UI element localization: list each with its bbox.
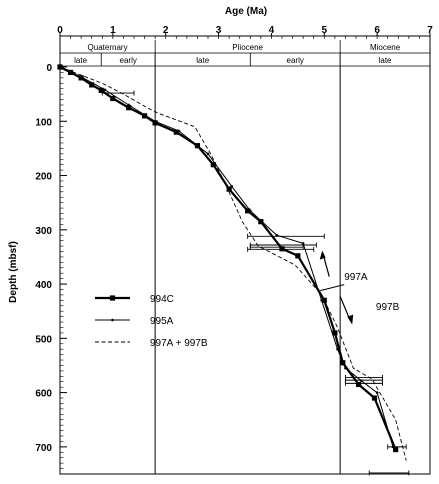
x-tick-label: 0: [57, 25, 63, 36]
y-tick-label: 0: [46, 63, 52, 74]
data-point-994c: [332, 330, 338, 336]
legend-label: 995A: [150, 316, 174, 327]
data-point-995a: [248, 209, 252, 213]
data-point-995a: [336, 347, 339, 351]
y-tick-label: 600: [35, 389, 52, 400]
x-tick-label: 5: [322, 25, 328, 36]
series-lines: [57, 64, 407, 461]
epoch-label: Pliocene: [232, 43, 263, 52]
data-point-995a: [391, 445, 395, 449]
data-point-995a: [79, 75, 83, 79]
annotation-label: 997A: [344, 272, 368, 283]
series-line-994c: [59, 66, 397, 451]
data-point-994c: [89, 82, 95, 88]
legend-label: 997A + 997B: [150, 338, 208, 349]
data-point-994c: [279, 246, 285, 252]
arrow-head-997a: [319, 250, 326, 260]
data-point-994c: [110, 95, 116, 102]
y-tick-label: 200: [35, 172, 52, 183]
x-tick-label: 7: [427, 25, 433, 36]
y-tick-label: 500: [35, 334, 52, 345]
legend-marker: [109, 295, 116, 301]
data-point-995a: [206, 152, 210, 156]
epoch-label: Miocene: [370, 43, 401, 52]
series-line-995a: [59, 66, 394, 448]
data-point-994c: [245, 208, 251, 214]
y-tick-label: 700: [35, 443, 52, 454]
x-axis-title: Age (Ma): [225, 6, 267, 17]
y-tick-label: 100: [35, 117, 52, 128]
stage-label: early: [120, 56, 137, 65]
data-point-995a: [375, 391, 379, 394]
x-tick-label: 4: [269, 25, 275, 36]
annotations: 997A 997B: [319, 250, 400, 325]
data-point-994c: [295, 253, 301, 259]
data-point-994c: [371, 395, 378, 401]
data-point-995a: [301, 242, 305, 245]
legend-marker: [111, 318, 114, 322]
data-point-995a: [359, 379, 363, 382]
y-tick-label: 300: [35, 226, 52, 237]
data-point-994c: [126, 105, 132, 111]
arrow-head-997b: [347, 314, 354, 325]
y-tick-label: 400: [35, 280, 52, 291]
plot-border: [59, 35, 431, 475]
data-point-994c: [393, 446, 399, 453]
data-point-994c: [258, 219, 264, 225]
age-error-bars: [101, 90, 410, 476]
x-tick-label: 2: [163, 25, 169, 36]
data-point-995a: [153, 119, 157, 123]
stage-label: late: [74, 56, 87, 65]
x-tick-label: 1: [110, 25, 116, 36]
data-point-995a: [177, 129, 181, 133]
stage-label: late: [196, 56, 209, 65]
data-point-995a: [230, 185, 234, 188]
data-point-994c: [173, 129, 179, 135]
data-point-995a: [275, 233, 279, 237]
x-tick-label: 6: [374, 25, 380, 36]
data-point-994c: [210, 162, 216, 168]
series-line-997a-997b: [59, 66, 407, 461]
core-break-marker: [320, 284, 345, 292]
data-point-995a: [103, 88, 107, 92]
axis-ticks: 0 1 2 3 4 5 6 7 0 100 200 300 400 500 600 700: [35, 25, 433, 475]
data-point-994c: [356, 381, 362, 388]
y-axis-title: Depth (mbsf): [8, 241, 19, 303]
annotation-label: 997B: [376, 302, 400, 313]
data-point-995a: [320, 299, 323, 302]
data-point-994c: [98, 87, 104, 93]
stage-label: early: [287, 56, 304, 65]
legend: 994C 995A 997A + 997B: [95, 294, 208, 349]
data-point-995a: [344, 366, 347, 370]
data-point-994c: [141, 113, 148, 119]
plot-frame: [59, 35, 431, 475]
data-point-994c: [152, 120, 158, 126]
legend-label: 994C: [150, 294, 174, 305]
epoch-label: Quaternary: [88, 43, 128, 52]
x-tick-label: 3: [216, 25, 222, 36]
data-point-995a: [127, 103, 131, 107]
stage-label: late: [379, 56, 392, 65]
arrow-997a: [322, 254, 330, 277]
epoch-boundaries: [154, 66, 341, 474]
data-point-994c: [226, 186, 232, 192]
